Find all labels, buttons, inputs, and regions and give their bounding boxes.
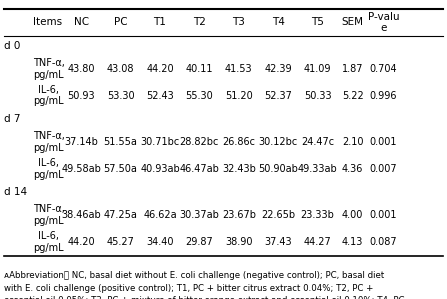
Text: 0.704: 0.704 (370, 64, 397, 74)
Text: 44.27: 44.27 (304, 237, 332, 247)
Text: 0.087: 0.087 (370, 237, 397, 247)
Text: 24.47c: 24.47c (301, 137, 334, 147)
Text: 50.33: 50.33 (304, 91, 332, 101)
Text: T1: T1 (153, 17, 166, 28)
Text: 26.86c: 26.86c (222, 137, 255, 147)
Text: 44.20: 44.20 (67, 237, 95, 247)
Text: 46.47ab: 46.47ab (179, 164, 219, 174)
Text: 0.007: 0.007 (370, 164, 397, 174)
Text: 57.50a: 57.50a (104, 164, 138, 174)
Text: 45.27: 45.27 (107, 237, 135, 247)
Text: 4.13: 4.13 (342, 237, 363, 247)
Text: 22.65b: 22.65b (261, 210, 295, 220)
Text: 42.39: 42.39 (265, 64, 292, 74)
Text: ᴀAbbreviation： NC, basal diet without E. coli challenge (negative control); PC, : ᴀAbbreviation： NC, basal diet without E.… (4, 271, 385, 280)
Text: 29.87: 29.87 (186, 237, 213, 247)
Text: d 14: d 14 (4, 187, 28, 197)
Text: 47.25a: 47.25a (104, 210, 138, 220)
Text: Items: Items (33, 17, 62, 28)
Text: 46.62a: 46.62a (143, 210, 177, 220)
Text: with E. coli challenge (positive control); T1, PC + bitter citrus extract 0.04%;: with E. coli challenge (positive control… (4, 284, 374, 293)
Text: IL-6,
pg/mL: IL-6, pg/mL (33, 231, 63, 253)
Text: d 7: d 7 (4, 114, 21, 124)
Text: 23.67b: 23.67b (222, 210, 256, 220)
Text: TNF-α,
pg/mL: TNF-α, pg/mL (33, 205, 65, 226)
Text: NC: NC (74, 17, 89, 28)
Text: 0.996: 0.996 (370, 91, 397, 101)
Text: IL-6,
pg/mL: IL-6, pg/mL (33, 158, 63, 180)
Text: P-valu
e: P-valu e (367, 12, 399, 33)
Text: T4: T4 (272, 17, 285, 28)
Text: SEM: SEM (342, 17, 364, 28)
Text: 52.37: 52.37 (264, 91, 292, 101)
Text: T2: T2 (193, 17, 206, 28)
Text: 38.90: 38.90 (225, 237, 253, 247)
Text: 55.30: 55.30 (186, 91, 213, 101)
Text: 0.001: 0.001 (370, 137, 397, 147)
Text: 30.37ab: 30.37ab (179, 210, 219, 220)
Text: 34.40: 34.40 (146, 237, 174, 247)
Text: 28.82bc: 28.82bc (180, 137, 219, 147)
Text: TNF-α,
pg/mL: TNF-α, pg/mL (33, 131, 65, 153)
Text: 51.20: 51.20 (225, 91, 253, 101)
Text: 4.36: 4.36 (342, 164, 363, 174)
Text: 43.08: 43.08 (107, 64, 134, 74)
Text: 37.43: 37.43 (265, 237, 292, 247)
Text: IL-6,
pg/mL: IL-6, pg/mL (33, 85, 63, 106)
Text: 30.12bc: 30.12bc (259, 137, 298, 147)
Text: 37.14b: 37.14b (64, 137, 98, 147)
Text: PC: PC (114, 17, 127, 28)
Text: 41.53: 41.53 (225, 64, 253, 74)
Text: T3: T3 (232, 17, 245, 28)
Text: 30.71bc: 30.71bc (140, 137, 180, 147)
Text: 41.09: 41.09 (304, 64, 331, 74)
Text: essential oil 0.05%; T3, PC + mixture of bitter orange extract and essential oil: essential oil 0.05%; T3, PC + mixture of… (4, 296, 405, 299)
Text: T5: T5 (311, 17, 324, 28)
Text: 4.00: 4.00 (342, 210, 363, 220)
Text: 5.22: 5.22 (342, 91, 363, 101)
Text: 50.90ab: 50.90ab (258, 164, 298, 174)
Text: 49.33ab: 49.33ab (298, 164, 337, 174)
Text: 44.20: 44.20 (146, 64, 174, 74)
Text: 53.30: 53.30 (107, 91, 135, 101)
Text: 49.58ab: 49.58ab (61, 164, 101, 174)
Text: 52.43: 52.43 (146, 91, 174, 101)
Text: 0.001: 0.001 (370, 210, 397, 220)
Text: 1.87: 1.87 (342, 64, 363, 74)
Text: 38.46ab: 38.46ab (61, 210, 101, 220)
Text: 32.43b: 32.43b (222, 164, 256, 174)
Text: 40.93ab: 40.93ab (140, 164, 180, 174)
Text: 23.33b: 23.33b (301, 210, 335, 220)
Text: TNF-α,
pg/mL: TNF-α, pg/mL (33, 58, 65, 80)
Text: 43.80: 43.80 (67, 64, 95, 74)
Text: d 0: d 0 (4, 41, 21, 51)
Text: 2.10: 2.10 (342, 137, 363, 147)
Text: 51.55a: 51.55a (104, 137, 138, 147)
Text: 40.11: 40.11 (186, 64, 213, 74)
Text: 50.93: 50.93 (67, 91, 95, 101)
